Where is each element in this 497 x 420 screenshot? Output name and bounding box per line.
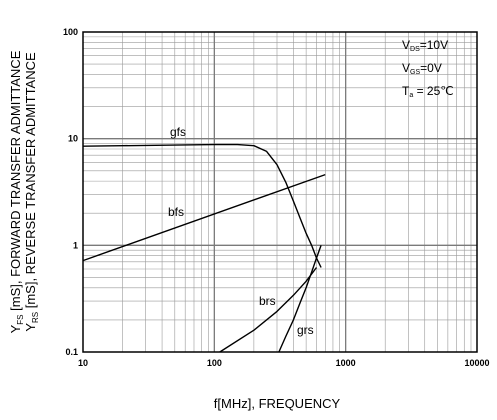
y-axis-label-line-reverse: YRS [mS], REVERSE TRANSFER ADMITTANCE (23, 52, 40, 332)
y-tick-label: 0.1 (65, 347, 78, 357)
x-tick-label: 10 (78, 358, 88, 368)
curve-label-gfs: gfs (170, 125, 186, 139)
y-tick-labels: 100 10 1 0.1 (63, 27, 78, 357)
series-line-grs (278, 245, 322, 353)
y-axis-label: YFS [mS], FORWARD TRANSFER ADMITTANCE YR… (8, 50, 40, 333)
series-layer (82, 143, 326, 353)
curve-label-brs: brs (259, 294, 276, 308)
curve-labels: gfs bfs brs grs (168, 125, 314, 337)
minor-grid (83, 32, 477, 352)
series-line-gfs (82, 143, 322, 268)
x-tick-label: 100 (207, 358, 222, 368)
y-axis-label-line-forward: YFS [mS], FORWARD TRANSFER ADMITTANCE (8, 50, 25, 333)
series-line-bfs (82, 173, 326, 262)
x-tick-label: 10000 (464, 358, 489, 368)
major-grid (83, 32, 477, 352)
condition-ta: Ta = 25℃ (402, 84, 454, 99)
x-tick-labels: 10 100 1000 10000 (78, 358, 490, 368)
x-tick-label: 1000 (336, 358, 356, 368)
x-axis-label: f[MHz], FREQUENCY (214, 396, 341, 411)
condition-vgs: VGS=0V (402, 61, 442, 76)
curve-label-bfs: bfs (168, 205, 184, 219)
y-tick-label: 1 (73, 240, 78, 250)
condition-vds: VDS=10V (402, 38, 448, 53)
plot-frame (82, 31, 478, 353)
y-tick-label: 10 (68, 134, 78, 144)
y-tick-label: 100 (63, 27, 78, 37)
series-line-brs (219, 267, 318, 353)
curve-label-grs: grs (297, 323, 314, 337)
test-conditions: VDS=10V VGS=0V Ta = 25℃ (402, 38, 454, 99)
